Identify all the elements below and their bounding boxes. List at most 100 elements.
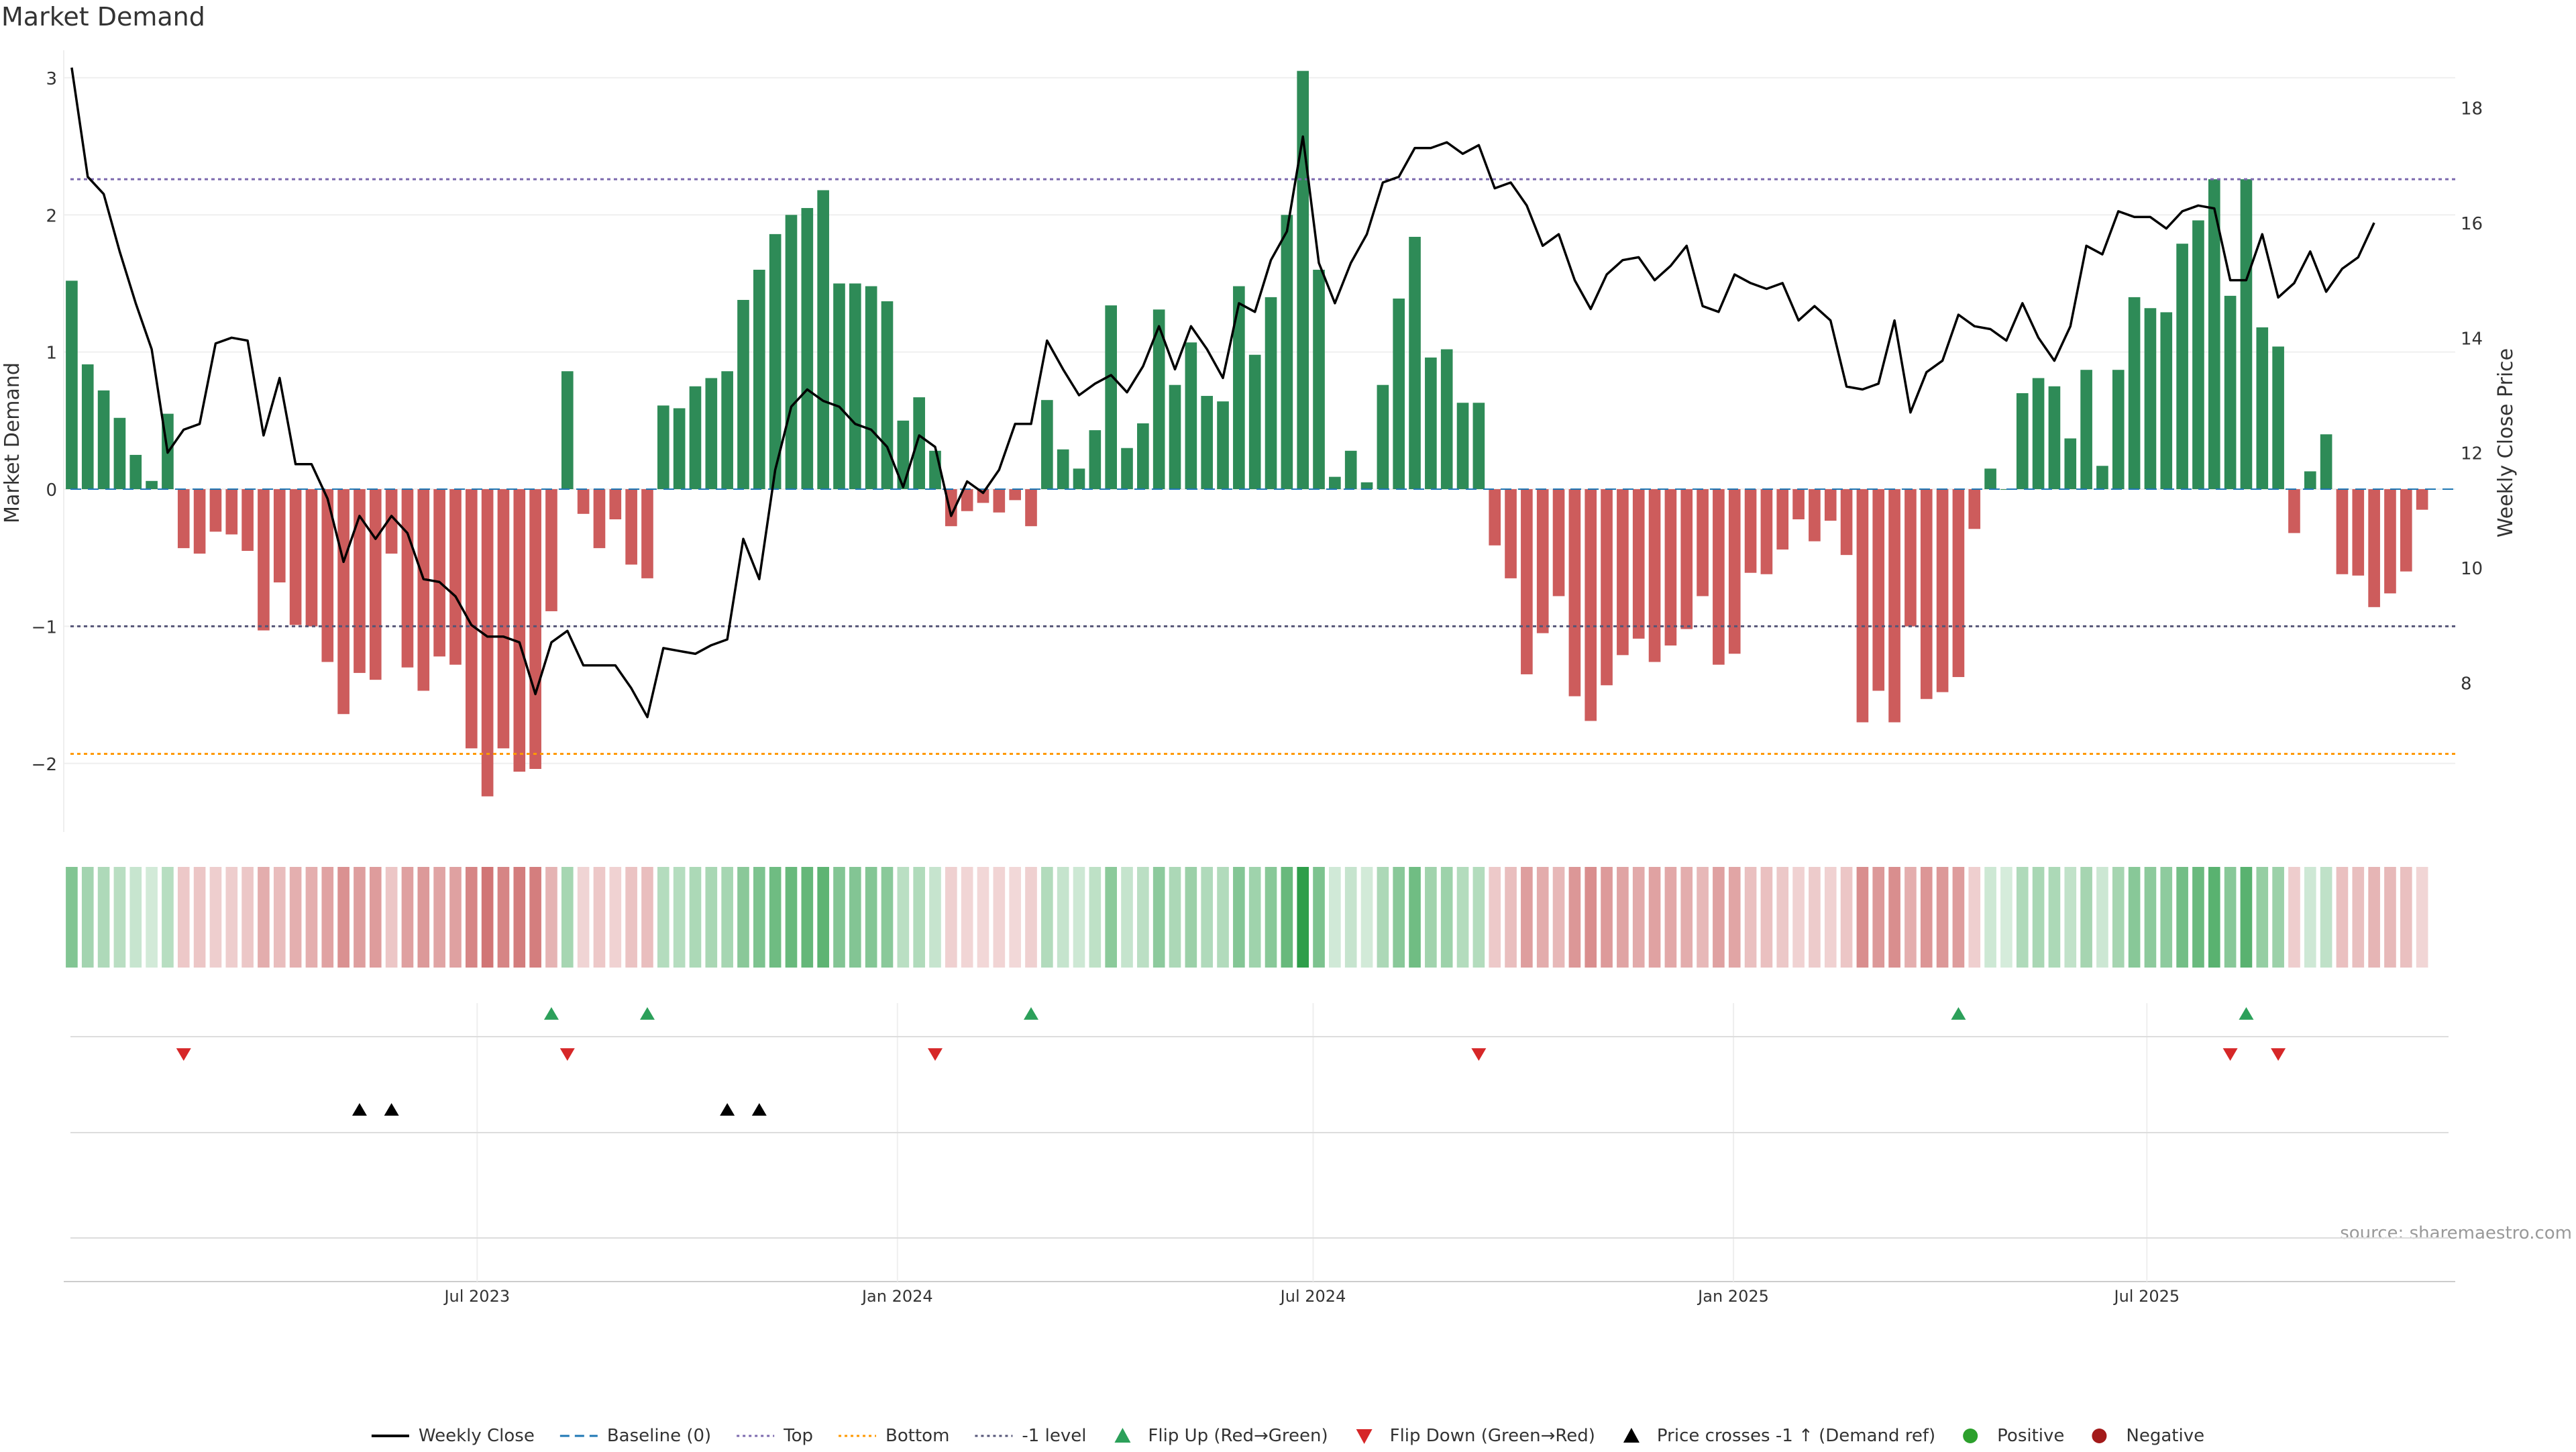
legend-label: Bottom [885, 1426, 949, 1446]
legend-item: Bottom [839, 1426, 949, 1446]
demand-bar [1792, 489, 1805, 519]
heat-cell [2000, 867, 2012, 968]
y-tick-label: 1 [46, 344, 57, 364]
heat-cell [545, 867, 557, 968]
heat-cell [1169, 867, 1181, 968]
y-tick-label: 0 [46, 480, 57, 501]
heat-cell [785, 867, 798, 968]
heat-cell [2272, 867, 2284, 968]
demand-bar [129, 454, 142, 490]
heat-cell [401, 867, 414, 968]
heat-cell [2096, 867, 2108, 968]
demand-bar [465, 489, 478, 749]
y-tick-label: 3 [46, 69, 57, 89]
demand-bar [449, 489, 462, 665]
demand-bar [2224, 295, 2237, 490]
heat-cell [1505, 867, 1517, 968]
demand-bar [737, 299, 749, 490]
x-axis: Jul 2023 Jan 2024 Jul 2024 Jan 2025 Jul 2025 [443, 1287, 2180, 1306]
x-tick-label: Jan 2024 [861, 1287, 933, 1306]
demand-bar [369, 489, 382, 680]
heat-cell [1632, 867, 1645, 968]
x-tick-label: Jul 2023 [443, 1287, 510, 1306]
demand-bar [1872, 489, 1885, 691]
heat-cell [1568, 867, 1581, 968]
demand-bar [1617, 489, 1629, 656]
demand-bar [1025, 489, 1037, 527]
heat-cell [801, 867, 814, 968]
heat-cell [1489, 867, 1501, 968]
heat-cell [1680, 867, 1693, 968]
heat-cell [737, 867, 749, 968]
demand-bar [1697, 489, 1709, 597]
heat-cell [321, 867, 334, 968]
heat-cell [273, 867, 286, 968]
demand-bar [593, 489, 606, 548]
demand-bar [721, 371, 733, 490]
heat-cell [2288, 867, 2300, 968]
heat-cell [1233, 867, 1245, 968]
heat-cell [1872, 867, 1885, 968]
demand-bar [481, 489, 494, 796]
demand-bar [1393, 298, 1405, 490]
demand-bar [977, 489, 989, 503]
demand-bar [1248, 354, 1261, 490]
heat-cell [1664, 867, 1677, 968]
legend-item: Baseline (0) [559, 1426, 711, 1446]
heat-cell [97, 867, 110, 968]
demand-bar [1664, 489, 1677, 646]
demand-bar [1233, 286, 1245, 490]
demand-bar [1009, 489, 1021, 501]
flip-down-marker [176, 1048, 191, 1061]
legend-swatch [1114, 1428, 1131, 1443]
demand-bar [1632, 489, 1645, 639]
heat-cell [705, 867, 718, 968]
legend-swatch [2092, 1429, 2107, 1443]
heat-cell [81, 867, 94, 968]
demand-bar [417, 489, 430, 691]
demand-bar [2272, 346, 2284, 490]
demand-bar [193, 489, 206, 554]
demand-bar [2304, 471, 2316, 490]
heat-cell [1601, 867, 1613, 968]
demand-bar [209, 489, 222, 532]
demand-bar [1888, 489, 1900, 723]
heat-cell [225, 867, 238, 968]
heat-cell [1297, 867, 1309, 968]
heat-cell [1472, 867, 1485, 968]
demand-bar [1329, 476, 1341, 490]
demand-bar [657, 405, 669, 490]
demand-bar [641, 489, 653, 578]
heat-cell [497, 867, 510, 968]
demand-bar [993, 489, 1006, 513]
demand-bar [113, 417, 126, 490]
heat-cell [561, 867, 574, 968]
demand-bar [2064, 438, 2077, 490]
demand-bar [177, 489, 190, 548]
demand-bar [2112, 370, 2125, 490]
demand-bar [1489, 489, 1501, 546]
heat-cell [769, 867, 782, 968]
heat-cell [689, 867, 702, 968]
heat-cell [1648, 867, 1661, 968]
heat-cell [1776, 867, 1789, 968]
flip-up-marker [639, 1007, 655, 1020]
x-tick-label: Jul 2024 [1279, 1287, 1346, 1306]
heat-cell [433, 867, 445, 968]
demand-bar [1409, 236, 1421, 490]
reference-lines [70, 178, 2455, 755]
heat-cell [2368, 867, 2380, 968]
demand-bar [801, 208, 814, 490]
demand-bar [1744, 489, 1757, 573]
y2-tick-label: 18 [2461, 99, 2483, 119]
heat-cell [1121, 867, 1133, 968]
heat-cell [1952, 867, 1965, 968]
heat-cell [1744, 867, 1757, 968]
heat-cell [2352, 867, 2365, 968]
heat-cell [1409, 867, 1421, 968]
demand-bar [1760, 489, 1773, 574]
heat-cell [1536, 867, 1549, 968]
demand-bar [833, 283, 845, 490]
heat-cell [129, 867, 142, 968]
demand-bar [1201, 396, 1214, 490]
